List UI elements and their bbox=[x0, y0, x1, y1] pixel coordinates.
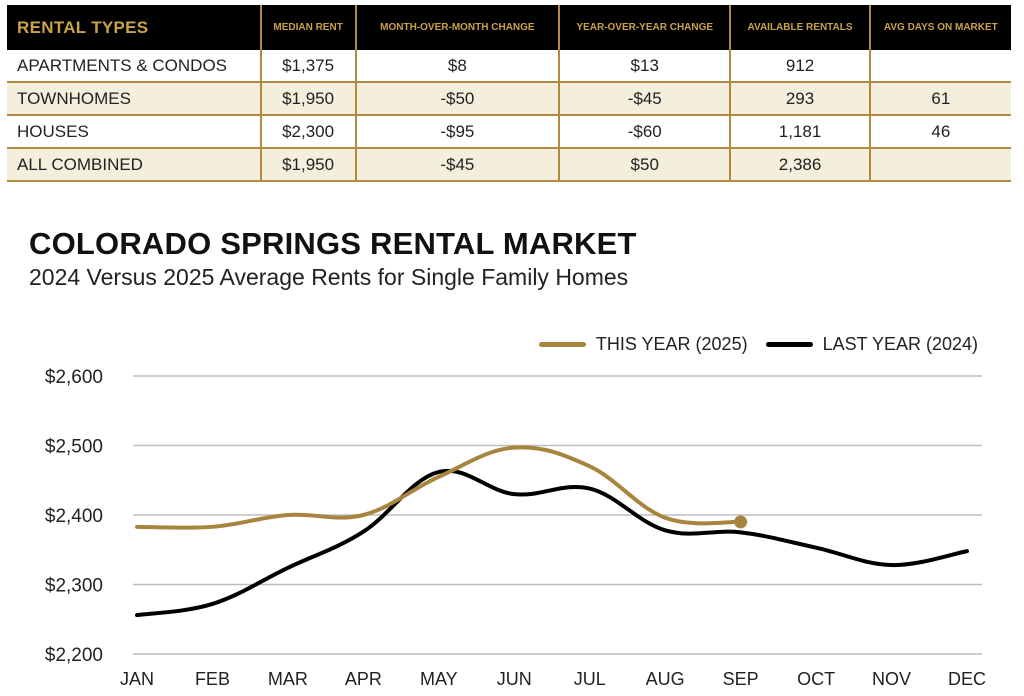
table-row: TOWNHOMES $1,950 -$50 -$45 293 61 bbox=[7, 82, 1011, 116]
header-rental-types: RENTAL TYPES bbox=[7, 5, 261, 50]
chart-legend: THIS YEAR (2025) LAST YEAR (2024) bbox=[521, 334, 978, 355]
cell-type: HOUSES bbox=[7, 115, 261, 149]
y-tick-label: $2,500 bbox=[45, 437, 103, 458]
cell-mom-change: -$45 bbox=[354, 148, 560, 182]
table-row: APARTMENTS & CONDOS $1,375 $8 $13 912 bbox=[7, 50, 1011, 83]
cell-avg-days bbox=[868, 148, 1011, 182]
cell-type: APARTMENTS & CONDOS bbox=[7, 50, 261, 83]
rent-line-chart: $2,200 $2,300 $2,400 $2,500 $2,600 JAN FEB MAR… bbox=[45, 367, 986, 689]
gridlines bbox=[133, 375, 982, 655]
cell-avg-days bbox=[868, 50, 1011, 83]
x-tick-label: JUL bbox=[574, 669, 606, 689]
cell-available: 2,386 bbox=[729, 148, 870, 182]
cell-avg-days: 61 bbox=[868, 82, 1011, 116]
cell-median-rent: $1,950 bbox=[259, 82, 356, 116]
x-tick-label: OCT bbox=[797, 669, 835, 689]
y-tick-label: $2,300 bbox=[45, 576, 103, 597]
x-tick-label: JAN bbox=[120, 669, 154, 689]
table-row: HOUSES $2,300 -$95 -$60 1,181 46 bbox=[7, 115, 1011, 149]
header-median-rent: MEDIAN RENT bbox=[259, 5, 356, 50]
x-tick-label: NOV bbox=[872, 669, 911, 689]
chart-subtitle: 2024 Versus 2025 Average Rents for Singl… bbox=[29, 264, 629, 290]
cell-mom-change: $8 bbox=[354, 50, 560, 83]
legend-item-2024: LAST YEAR (2024) bbox=[765, 334, 978, 355]
cell-yoy-change: -$60 bbox=[558, 115, 731, 149]
header-available-rentals: AVAILABLE RENTALS bbox=[729, 5, 870, 50]
series-line-2025 bbox=[135, 445, 743, 530]
cell-available: 912 bbox=[729, 50, 870, 83]
legend-swatch-2024 bbox=[765, 342, 813, 347]
y-axis-ticks: $2,200 $2,300 $2,400 $2,500 $2,600 bbox=[45, 367, 103, 666]
x-tick-label: DEC bbox=[948, 669, 986, 689]
cell-yoy-change: $50 bbox=[558, 148, 731, 182]
x-tick-label: SEP bbox=[723, 669, 759, 689]
cell-type: TOWNHOMES bbox=[7, 82, 261, 116]
cell-available: 1,181 bbox=[729, 115, 870, 149]
y-tick-label: $2,400 bbox=[45, 506, 103, 527]
cell-yoy-change: $13 bbox=[558, 50, 731, 83]
series-end-marker bbox=[734, 515, 748, 529]
x-tick-label: AUG bbox=[646, 669, 685, 689]
rental-types-table: RENTAL TYPES MEDIAN RENT MONTH-OVER-MONT… bbox=[7, 5, 1011, 182]
cell-avg-days: 46 bbox=[868, 115, 1011, 149]
legend-swatch-2025 bbox=[538, 342, 586, 347]
header-avg-days: AVG DAYS ON MARKET bbox=[868, 5, 1011, 50]
series-lines bbox=[135, 445, 969, 618]
x-tick-label: APR bbox=[345, 669, 382, 689]
x-tick-label: FEB bbox=[195, 669, 230, 689]
cell-mom-change: -$95 bbox=[354, 115, 560, 149]
x-axis-ticks: JAN FEB MAR APR MAY JUN JUL AUG SEP OCT NOV DEC bbox=[120, 669, 986, 689]
cell-available: 293 bbox=[729, 82, 870, 116]
series-line-2024 bbox=[135, 468, 969, 618]
y-tick-label: $2,200 bbox=[45, 645, 103, 666]
legend-label-2024: LAST YEAR (2024) bbox=[822, 334, 978, 354]
cell-yoy-change: -$45 bbox=[558, 82, 731, 116]
legend-label-2025: THIS YEAR (2025) bbox=[595, 334, 748, 354]
header-mom-change: MONTH-OVER-MONTH CHANGE bbox=[354, 5, 560, 50]
legend-item-2025: THIS YEAR (2025) bbox=[538, 334, 748, 355]
x-tick-label: MAR bbox=[268, 669, 308, 689]
chart-title: COLORADO SPRINGS RENTAL MARKET bbox=[29, 226, 637, 261]
cell-mom-change: -$50 bbox=[354, 82, 560, 116]
cell-median-rent: $2,300 bbox=[259, 115, 356, 149]
table-header-row: RENTAL TYPES MEDIAN RENT MONTH-OVER-MONT… bbox=[7, 5, 1011, 50]
header-yoy-change: YEAR-OVER-YEAR CHANGE bbox=[558, 5, 731, 50]
y-tick-label: $2,600 bbox=[45, 367, 103, 388]
cell-median-rent: $1,375 bbox=[259, 50, 356, 83]
x-tick-label: MAY bbox=[420, 669, 458, 689]
cell-median-rent: $1,950 bbox=[259, 148, 356, 182]
cell-type: ALL COMBINED bbox=[7, 148, 261, 182]
x-tick-label: JUN bbox=[497, 669, 532, 689]
table-row: ALL COMBINED $1,950 -$45 $50 2,386 bbox=[7, 148, 1011, 182]
